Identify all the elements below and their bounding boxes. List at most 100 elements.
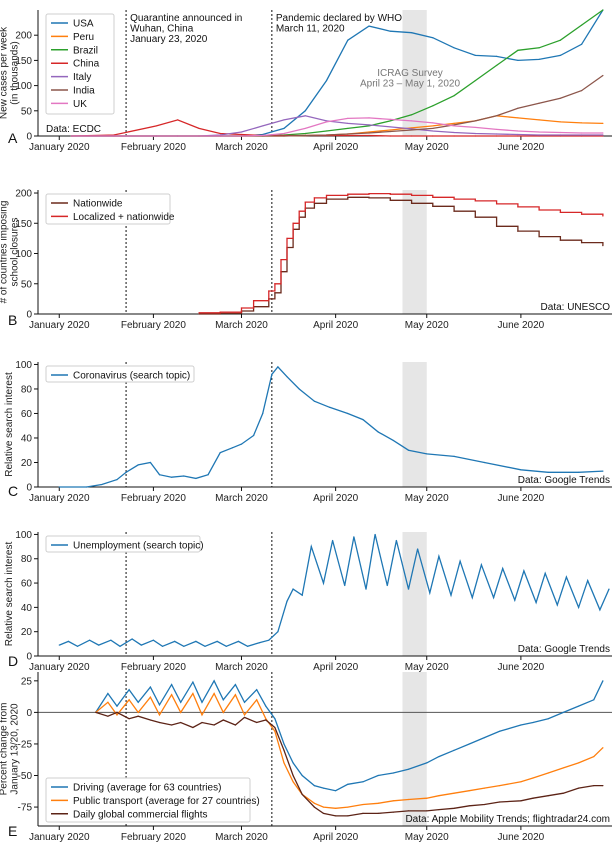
data-point (234, 694, 237, 696)
data-point (304, 134, 306, 137)
data-point (495, 64, 498, 67)
data-point (432, 127, 434, 130)
data-point (292, 222, 294, 224)
y-tick-label: -50 (18, 771, 33, 782)
data-point (310, 545, 312, 548)
data-point (347, 39, 349, 41)
data-point (240, 443, 243, 445)
data-point (198, 135, 200, 137)
data-point (283, 127, 285, 130)
data-point (283, 749, 285, 751)
x-tick-label: March 2020 (215, 493, 268, 504)
data-point (98, 644, 100, 646)
data-point (453, 455, 455, 457)
data-point (538, 134, 540, 136)
data-point (219, 134, 221, 136)
legend-entry: Coronavirus (search topic) (73, 371, 190, 382)
y-axis-label: Percent change from (0, 703, 10, 796)
data-point (195, 640, 197, 643)
pandemic-annotation: Pandemic declared by WHO (276, 13, 402, 24)
data-point (347, 117, 349, 119)
data-point (562, 711, 565, 713)
x-tick-label: March 2020 (215, 832, 268, 843)
data-point (547, 718, 549, 720)
data-point (581, 43, 583, 45)
data-point (149, 461, 151, 464)
data-point (180, 701, 182, 703)
data-point (517, 59, 519, 62)
data-point (298, 210, 300, 212)
x-tick-label: March 2020 (215, 320, 268, 331)
data-point (183, 645, 185, 647)
data-point (602, 122, 604, 124)
data-point (432, 125, 434, 127)
data-point (499, 730, 501, 732)
x-tick-label: February 2020 (121, 320, 186, 331)
data-point (559, 39, 561, 41)
data-point (389, 130, 391, 133)
data-point (313, 785, 315, 787)
data-point (556, 604, 558, 606)
data-point (313, 202, 315, 204)
data-point (234, 724, 237, 726)
data-point (222, 719, 224, 721)
data-point (107, 701, 109, 703)
data-point (468, 805, 470, 807)
data-point (277, 366, 279, 368)
data-point (581, 213, 583, 215)
data-point (240, 133, 243, 136)
data-point (192, 726, 194, 729)
data-point (171, 684, 173, 686)
data-point (313, 802, 315, 804)
data-point (495, 115, 498, 117)
data-point (347, 196, 349, 198)
x-tick-label: June 2020 (498, 493, 545, 504)
data-point (517, 130, 519, 132)
data-point (335, 790, 337, 792)
data-point (240, 135, 243, 137)
y-axis-label: # of countries imposing (0, 201, 10, 304)
data-point (407, 810, 410, 812)
data-point (283, 135, 285, 137)
data-point (538, 102, 540, 104)
data-point (347, 127, 349, 130)
data-point (389, 118, 391, 120)
panel-letter: C (8, 483, 18, 499)
data-point (495, 55, 498, 57)
y-axis-label: (in thousands) (10, 41, 21, 104)
data-point (559, 239, 561, 241)
data-point (335, 815, 337, 817)
y-tick-label: -25 (18, 739, 33, 750)
legend-box (45, 535, 201, 553)
data-point (474, 132, 476, 135)
data-point (292, 588, 294, 590)
data-point (410, 120, 413, 122)
x-tick-label: May 2020 (405, 662, 449, 673)
legend-entry: Peru (73, 32, 94, 43)
data-point (602, 135, 604, 137)
data-point (155, 125, 158, 127)
data-point (201, 701, 203, 703)
data-point (389, 126, 391, 128)
data-point (517, 206, 519, 208)
data-point (152, 639, 155, 641)
survey-band (402, 672, 427, 826)
data-point (538, 235, 540, 238)
data-point (559, 97, 561, 99)
data-point (602, 245, 604, 247)
data-point (283, 119, 285, 121)
y-tick-label: 200 (15, 31, 32, 42)
y-tick-label: 50 (21, 106, 33, 117)
data-point (262, 125, 264, 127)
data-point (474, 135, 476, 137)
data-point (107, 692, 109, 695)
data-point (225, 645, 227, 647)
data-point (547, 795, 549, 797)
y-tick-label: 80 (21, 554, 33, 565)
data-point (219, 135, 221, 137)
data-point (237, 640, 240, 643)
data-point (502, 567, 504, 570)
series-line (71, 119, 603, 137)
y-tick-label: 40 (21, 433, 33, 444)
data-point (581, 90, 583, 92)
